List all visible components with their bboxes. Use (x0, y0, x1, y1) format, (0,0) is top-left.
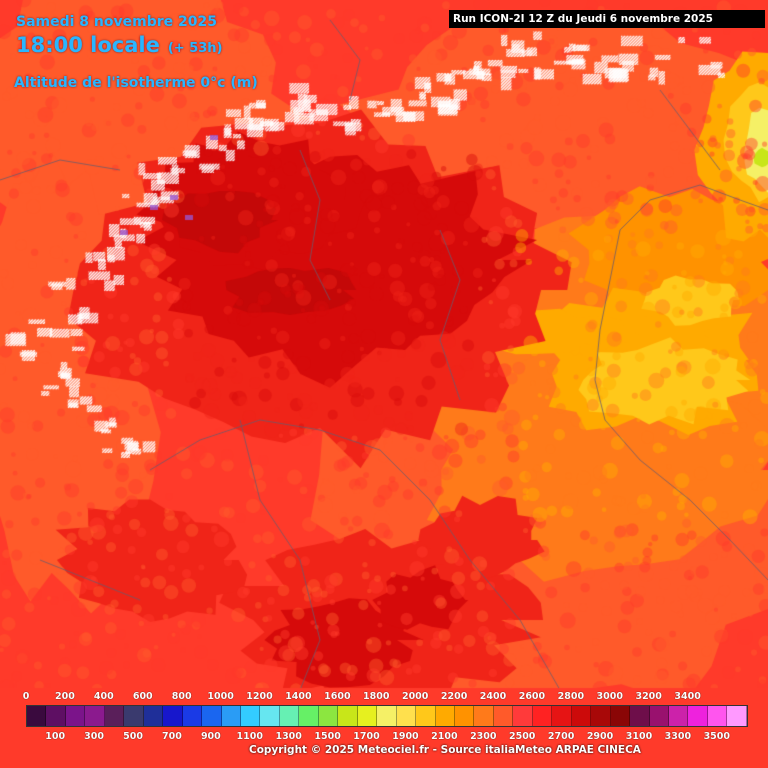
legend-bottom-label: 1900 (392, 731, 419, 742)
legend-swatch (707, 706, 728, 726)
legend-bottom-label: 3100 (625, 731, 653, 742)
legend-swatch (85, 706, 105, 726)
legend-bottom-label: 2900 (586, 731, 614, 742)
legend-swatch (416, 706, 436, 726)
legend-swatch (377, 706, 397, 726)
legend-bottom-label: 100 (45, 731, 66, 742)
legend-bottom-label: 900 (200, 731, 221, 742)
legend-swatch (649, 706, 669, 726)
legend-top-label: 800 (171, 691, 192, 702)
legend-swatch (474, 706, 494, 726)
legend-top-label: 3000 (596, 691, 624, 702)
legend-swatch (318, 706, 339, 726)
legend-swatch (532, 706, 553, 726)
legend-top-label: 3200 (635, 691, 662, 702)
legend-swatch (727, 706, 747, 726)
legend-bottom-label: 1300 (275, 731, 302, 742)
legend-swatch (279, 706, 300, 726)
legend-top-label: 0 (22, 691, 30, 702)
legend-swatch (221, 706, 241, 726)
legend-swatch (202, 706, 222, 726)
model-run-banner: Run ICON-2I 12 Z du Jeudi 6 novembre 202… (449, 10, 765, 28)
legend-top-label: 200 (54, 691, 75, 702)
legend-swatch (27, 706, 47, 726)
legend-bottom-label: 2500 (508, 731, 536, 742)
legend-swatch (143, 706, 164, 726)
legend-top-label: 1200 (246, 691, 273, 702)
legend-swatch (124, 706, 144, 726)
legend-top-label: 1600 (324, 691, 351, 702)
legend-bottom-label: 2100 (431, 731, 458, 742)
legend-top-label: 2400 (479, 691, 507, 702)
legend-bottom-label: 300 (84, 731, 105, 742)
legend-swatch (610, 706, 631, 726)
legend-swatch (338, 706, 358, 726)
color-legend: 0 200 400 600 800 1000 1200 1400 1600 1800 2000 220… (0, 688, 768, 768)
legend-swatch (513, 706, 533, 726)
legend-swatch (299, 706, 319, 726)
legend-bottom-label: 1500 (314, 731, 341, 742)
legend-bottom-label: 2700 (547, 731, 575, 742)
legend-swatch (435, 706, 455, 726)
copyright-notice: Copyright © 2025 Meteociel.fr - Source i… (249, 744, 641, 756)
forecast-time: 18:00 locale (+ 53h) (16, 33, 223, 57)
legend-swatch (104, 706, 125, 726)
legend-bottom-label: 1100 (236, 731, 264, 742)
legend-bottom-label: 3500 (703, 731, 731, 742)
legend-top-label: 2600 (518, 691, 546, 702)
legend-bottom-label: 500 (123, 731, 143, 742)
legend-bottom-label: 700 (162, 731, 182, 742)
legend-bottom-label: 3300 (664, 731, 692, 742)
legend-bottom-label: 1700 (353, 731, 380, 742)
legend-swatch (46, 706, 66, 726)
legend-swatch (357, 706, 378, 726)
legend-top-label: 1400 (285, 691, 312, 702)
legend-swatch (163, 706, 183, 726)
forecast-offset: (+ 53h) (167, 41, 223, 56)
legend-top-label: 2800 (557, 691, 585, 702)
forecast-local-time: 18:00 locale (16, 33, 160, 57)
forecast-date: Samedi 8 novembre 2025 (16, 14, 217, 30)
legend-swatch (396, 706, 417, 726)
legend-swatch (260, 706, 280, 726)
legend-swatch (552, 706, 572, 726)
legend-swatch (493, 706, 514, 726)
legend-top-label: 2200 (440, 691, 468, 702)
legend-swatch (591, 706, 611, 726)
legend-swatch (630, 706, 650, 726)
legend-swatch (240, 706, 261, 726)
legend-top-label: 2000 (401, 691, 429, 702)
legend-swatch (182, 706, 203, 726)
legend-swatch (668, 706, 689, 726)
legend-top-label: 1800 (363, 691, 390, 702)
legend-bottom-label: 2300 (470, 731, 497, 742)
parameter-title: Altitude de l'isotherme 0°c (m) (14, 75, 258, 91)
legend-top-label: 1000 (207, 691, 234, 702)
legend-swatch (571, 706, 592, 726)
legend-top-label: 600 (132, 691, 153, 702)
legend-swatch (688, 706, 708, 726)
legend-color-bar (26, 705, 748, 727)
legend-top-label: 3400 (674, 691, 701, 702)
legend-swatch (65, 706, 86, 726)
legend-swatch (454, 706, 475, 726)
legend-top-label: 400 (93, 691, 114, 702)
